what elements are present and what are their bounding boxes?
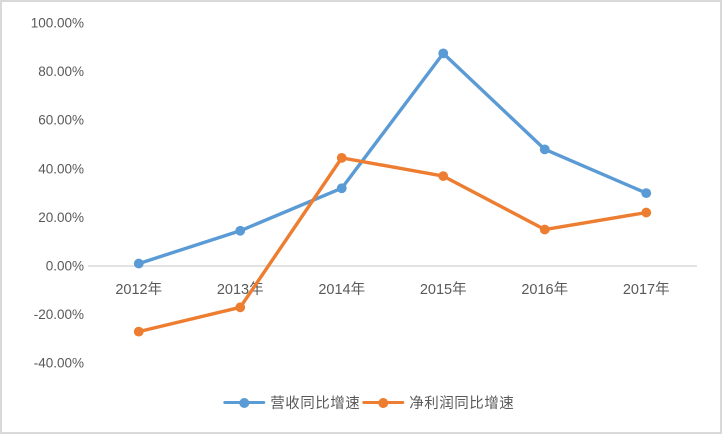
data-point-series0-2013年 (235, 225, 246, 236)
legend-dot (239, 397, 250, 408)
legend-dot (378, 397, 389, 408)
x-axis-tick-label: 2015年 (420, 281, 467, 298)
y-axis-tick-label: 0.00% (46, 259, 84, 274)
series-line-1 (137, 156, 648, 334)
x-axis-tick-label: 2016年 (521, 281, 568, 298)
data-point-series0-2015年 (438, 48, 449, 59)
data-point-series0-2012年 (133, 258, 144, 269)
data-point-series1-2017年 (641, 207, 652, 218)
data-point-series1-2013年 (235, 302, 246, 313)
legend-item-net-profit-growth: 净利润同比增速 (362, 392, 514, 413)
x-axis-tick-label: 2012年 (115, 281, 162, 298)
y-axis-tick-label: 80.00% (38, 64, 84, 79)
y-axis-tick-label: 40.00% (38, 161, 84, 176)
y-axis-tick-label: 20.00% (38, 210, 84, 225)
data-point-series0-2014年 (336, 183, 347, 194)
legend-label-net-profit-growth: 净利润同比增速 (409, 396, 515, 412)
legend-line-marker-icon (362, 397, 405, 409)
legend-item-revenue-growth: 营收同比增速 (223, 392, 360, 413)
series-line-0 (137, 51, 648, 266)
chart-legend: 营收同比增速 净利润同比增速 (223, 392, 516, 413)
legend-label-revenue-growth: 营收同比增速 (270, 396, 361, 412)
y-axis-tick-label: -20.00% (34, 307, 84, 322)
y-axis-tick-label: 100.00% (31, 16, 84, 31)
x-axis-tick-label: 2017年 (623, 281, 670, 298)
data-point-series1-2014年 (336, 152, 347, 163)
data-point-series1-2012年 (133, 326, 144, 337)
y-axis-tick-label: 60.00% (38, 113, 84, 128)
data-point-series1-2016年 (539, 224, 550, 235)
x-axis-tick-label: 2014年 (318, 281, 365, 298)
x-axis-tick-label: 2013年 (217, 281, 264, 298)
data-point-series0-2016年 (539, 144, 550, 155)
legend-line-marker-icon (223, 397, 266, 409)
data-point-series0-2017年 (641, 188, 652, 199)
data-point-series1-2015年 (438, 171, 449, 181)
y-axis-tick-label: -40.00% (34, 356, 84, 371)
